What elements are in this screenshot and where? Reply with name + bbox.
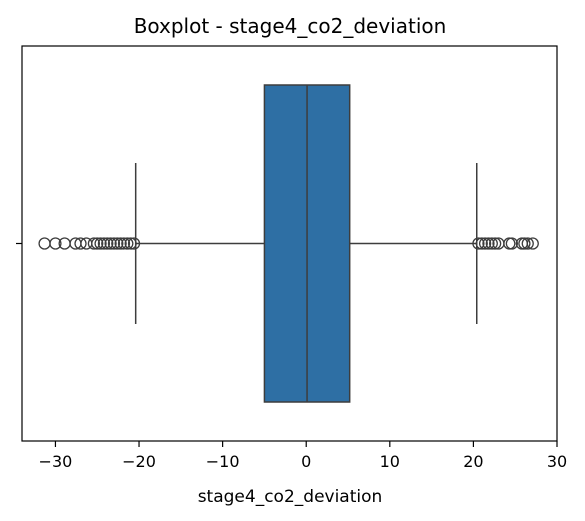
outlier-point [111,237,124,250]
x-tick-label: −10 [206,452,240,471]
outlier-point [488,237,502,250]
outlier-point [127,237,141,250]
outlier-point [478,237,492,250]
outlier-point [124,237,137,250]
outlier-point [38,237,51,250]
outlier-point [101,237,114,250]
x-axis-label: stage4_co2_deviation [198,487,383,507]
x-tick-label: 30 [547,452,567,471]
outlier-point [114,237,127,250]
plot-area [38,84,539,403]
outlier-point [121,237,134,250]
chart-title: Boxplot - stage4_co2_deviation [134,14,447,38]
outlier-point [475,237,488,250]
outlier-point [521,237,534,250]
outlier-point [526,237,539,250]
outlier-point [518,237,531,250]
outlier-point [117,237,131,250]
outlier-point [472,237,485,250]
x-tick-label: 20 [463,452,483,471]
outlier-point [482,237,495,250]
outlier-point [107,237,121,250]
x-axis: −30 −20 −10 0 10 20 30 [39,441,567,471]
outlier-point [485,237,498,250]
x-tick-label: 0 [301,452,311,471]
outlier-point [74,237,87,250]
x-tick-label: −20 [122,452,156,471]
outlier-point [87,237,101,250]
x-tick-label: 10 [380,452,400,471]
outlier-point [503,237,516,250]
outlier-point [49,237,62,250]
outlier-point [97,237,111,250]
outlier-point [94,237,107,250]
x-tick-label: −30 [39,452,73,471]
outlier-point [91,237,104,250]
outlier-point [104,237,117,250]
outlier-point [505,237,519,250]
